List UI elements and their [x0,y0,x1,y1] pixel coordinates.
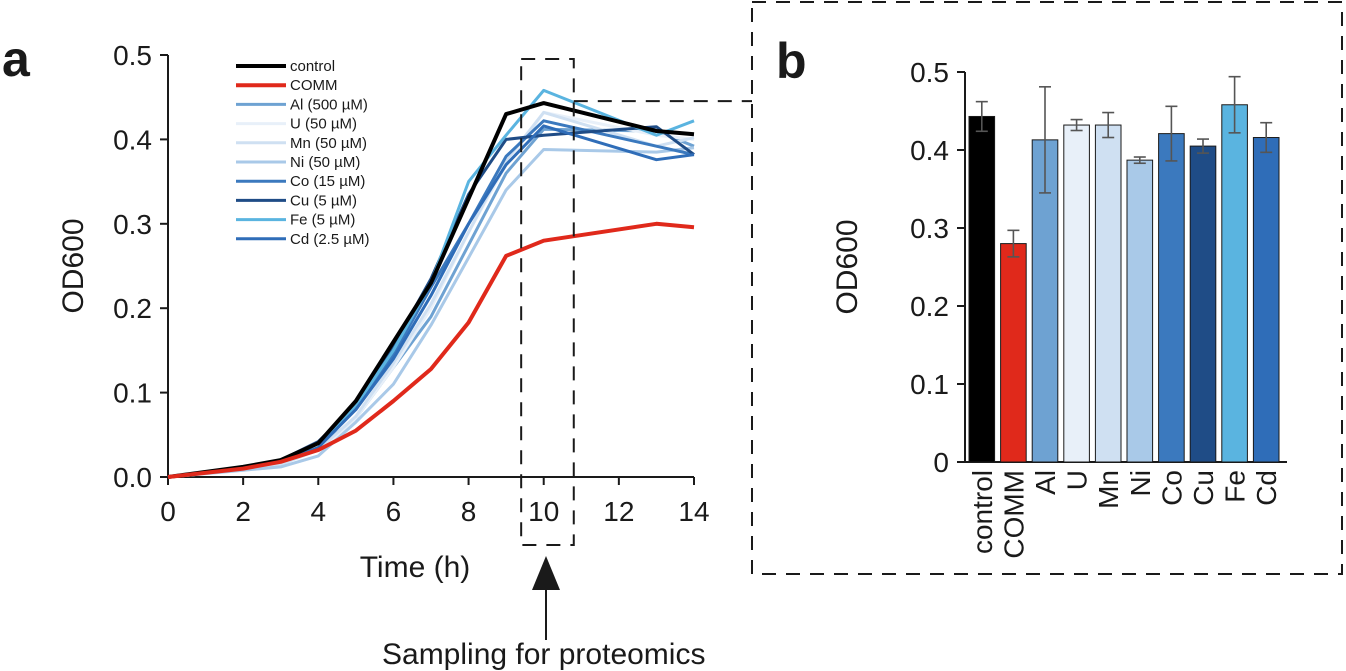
legend-label-Fe: Fe (5 µM) [290,212,355,229]
legend-label-control: control [290,58,335,75]
bar-Ni [1126,159,1154,463]
legend-label-Cu: Cu (5 µM) [290,192,357,209]
panel-a-y-tick-label: 0.1 [113,378,152,409]
panel-b-y-tick-label: 0.2 [910,291,949,322]
panel-a-y-tick-label: 0.2 [113,293,152,324]
panel-b-category-label: Cu [1188,470,1219,506]
panel-b-y-axis-title: OD600 [831,219,864,314]
bar-control [968,115,996,463]
panel-a-x-tick-label: 4 [310,496,326,527]
legend-label-COMM: COMM [290,77,338,94]
panel-b-y-tick-label: 0.3 [910,213,949,244]
panel-b-category-label: Mn [1093,470,1124,509]
legend-label-Al: Al (500 µM) [290,96,368,113]
panel-a-y-tick-label: 0.3 [113,209,152,240]
sampling-arrow-head [532,556,560,590]
panel-b-category-label: U [1062,470,1093,490]
panel-a-x-tick-label: 0 [160,496,176,527]
panel-a-x-tick-label: 2 [235,496,251,527]
bar-Cu [1189,145,1217,463]
panel-b-y-tick-label: 0.1 [910,369,949,400]
panel-a-x-tick-label: 10 [528,496,559,527]
panel-b-y-tick-label: 0.4 [910,135,949,166]
sampling-annotation: Sampling for proteomics [382,638,705,671]
bar-Co [1158,133,1185,463]
legend-label-Co: Co (15 µM) [290,173,365,190]
panel-b-y-tick-label: 0 [933,447,949,478]
bar-Mn [1094,124,1122,463]
sampling-window-box [520,58,575,546]
panel-a-legend: control COMM Al (500 µM) U (50 µM) Mn (50 µM… [236,58,370,248]
panel-b-category-label: control [967,470,998,554]
panel-b-category-label: Al [1030,470,1061,495]
legend-label-U: U (50 µM) [290,116,357,133]
panel-b-y-tick-label: 0.5 [910,57,949,88]
panel-a-y-tick-label: 0.0 [113,462,152,493]
series-line-Co [167,119,695,479]
panel-a-series [167,88,695,479]
series-line-COMM [167,221,695,479]
panel-a-y-tick-label: 0.5 [113,40,152,71]
panel-a-label: a [2,31,31,87]
panel-b-category-label: COMM [998,470,1029,559]
panel-b-category-label: Co [1156,470,1187,506]
bar-Cd [1252,137,1280,463]
panel-b-bars: control COMM Al U Mn Ni Co Cu Fe Cd [967,75,1282,559]
panel-a-x-tick-label: 14 [678,496,709,527]
bar-U [1063,124,1090,463]
series-line-Mn [167,110,695,479]
legend-label-Ni: Ni (50 µM) [290,154,360,171]
panel-b-category-label: Ni [1125,470,1156,496]
legend-label-Mn: Mn (50 µM) [290,135,367,152]
legend-label-Cd: Cd (2.5 µM) [290,231,370,248]
panel-a-y-axis-title: OD600 [57,218,90,313]
panel-a-y-tick-label: 0.4 [113,124,152,155]
bar-Fe [1221,104,1248,463]
panel-b-category-label: Cd [1251,470,1282,506]
panel-a-x-tick-label: 6 [386,496,402,527]
series-line-Ni [167,146,695,479]
panel-b-dashed-frame [751,1,1343,575]
panel-a-x-axis-title: Time (h) [360,551,471,584]
bar-COMM [1000,243,1027,463]
panel-a-x-tick-label: 8 [461,496,477,527]
panel-b-label: b [776,33,807,89]
panel-a-axes: 0.0 0.1 0.2 0.3 0.4 0.5 0 2 4 6 8 10 12 14 Time (h) OD6… [57,40,710,584]
panel-a-x-tick-label: 12 [603,496,634,527]
panel-b-category-label: Fe [1220,470,1251,503]
panel-b-axes: 0 0.1 0.2 0.3 0.4 0.5 OD600 [831,57,1287,478]
